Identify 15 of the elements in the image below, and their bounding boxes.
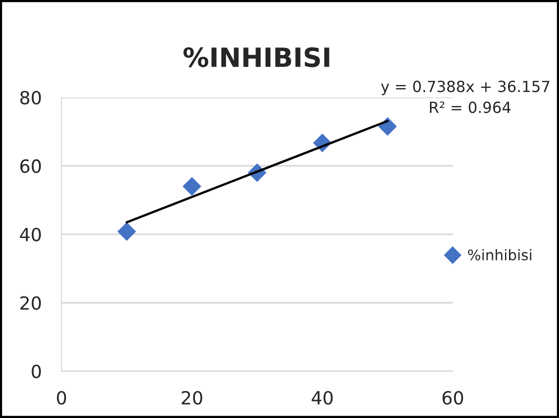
text: y = 0.7388x + 36.157 <box>381 80 550 96</box>
y-tick-label: 80 <box>20 90 41 105</box>
x-tick-label: 0 <box>56 390 66 405</box>
x-tick-label: 40 <box>312 390 333 405</box>
y-tick-label: 0 <box>32 364 41 378</box>
y-tick-label: 40 <box>20 228 41 242</box>
legend-label: %inhibisi <box>468 249 532 260</box>
y-tick-label: 20 <box>20 296 41 310</box>
point <box>182 177 202 196</box>
point <box>117 222 136 241</box>
annotation: R² = 0.964 <box>430 102 511 114</box>
x-tick-label: 60 <box>442 390 464 405</box>
x-tick-label: 20 <box>182 390 202 405</box>
chart-title: %INHIBISI <box>183 47 330 68</box>
y-tick-label: 60 <box>20 159 41 173</box>
